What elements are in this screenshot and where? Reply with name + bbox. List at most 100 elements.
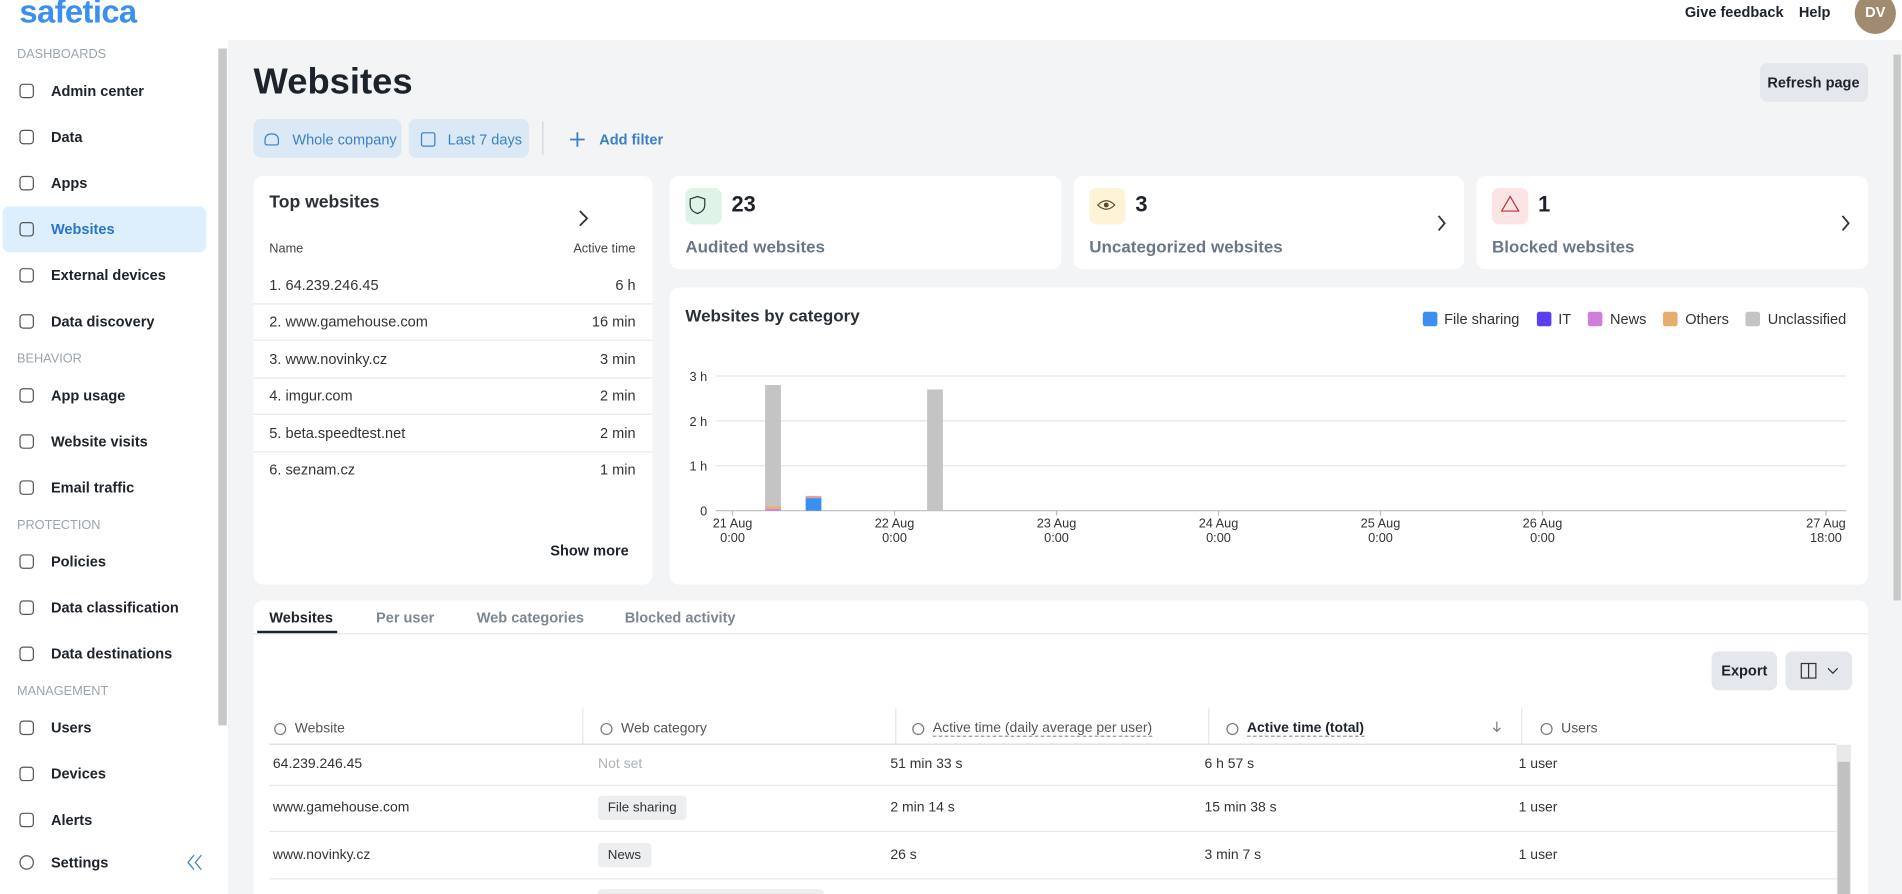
column-divider <box>895 708 897 744</box>
column-header[interactable]: Active time (total) <box>1246 721 1365 737</box>
cell: 6 h 57 s <box>1204 756 1255 772</box>
nav-item[interactable]: Devices <box>50 765 106 783</box>
nav-item[interactable]: Alerts <box>50 811 93 829</box>
cell[interactable]: 64.239.246.45 <box>272 756 363 772</box>
legend-item[interactable]: IT <box>1536 311 1571 328</box>
columns-button[interactable] <box>1785 651 1853 691</box>
stat-label[interactable]: Blocked websites <box>1491 236 1635 256</box>
nav-icon <box>19 646 34 662</box>
tab[interactable]: Blocked activity <box>624 608 736 626</box>
tab[interactable]: Per user <box>376 608 435 626</box>
row-name[interactable]: 4. imgur.com <box>269 387 353 405</box>
warning-icon <box>1500 195 1520 212</box>
stat-label[interactable]: Audited websites <box>685 236 826 256</box>
nav-item[interactable]: Admin center <box>50 82 144 100</box>
x-tick-label: 26 Aug <box>1523 516 1563 531</box>
nav-icon <box>19 268 34 283</box>
tab[interactable]: Websites <box>269 608 333 626</box>
export-label[interactable]: Export <box>1721 662 1768 680</box>
nav-item[interactable]: Email traffic <box>50 479 135 497</box>
cell: 1 user <box>1518 800 1558 816</box>
refresh-label[interactable]: Refresh page <box>1767 73 1860 91</box>
row-time: 2 min <box>600 424 636 442</box>
stat-label[interactable]: Uncategorized websites <box>1089 236 1283 256</box>
avatar-initials[interactable]: DV <box>1865 3 1886 21</box>
nav-item[interactable]: Users <box>50 719 92 737</box>
cell: 2 min 14 s <box>890 800 955 816</box>
shield-icon <box>689 195 706 215</box>
row-name[interactable]: 3. www.novinky.cz <box>269 350 388 368</box>
column-header: Active time <box>573 241 636 256</box>
sort-arrow[interactable] <box>1492 721 1501 733</box>
legend-item[interactable]: Others <box>1663 311 1729 328</box>
collapse-icon[interactable] <box>187 854 202 871</box>
nav-item[interactable]: Data destinations <box>50 645 173 663</box>
column-header[interactable]: Website <box>294 721 345 737</box>
nav-icon <box>19 175 34 191</box>
legend-item[interactable]: Unclassified <box>1745 311 1846 328</box>
nav-item[interactable]: Data <box>50 128 83 146</box>
stat-value: 23 <box>731 192 756 217</box>
cell[interactable]: www.gamehouse.com <box>272 800 410 816</box>
export-button[interactable] <box>1711 651 1778 691</box>
cell[interactable]: www.novinky.cz <box>272 847 371 863</box>
nav-icon <box>19 314 34 329</box>
tab[interactable]: Web categories <box>476 608 585 626</box>
stat-card[interactable] <box>669 175 1062 270</box>
nav-item[interactable]: Data discovery <box>50 312 155 330</box>
nav-item[interactable]: Policies <box>50 553 106 571</box>
row-name[interactable]: 5. beta.speedtest.net <box>269 424 406 442</box>
row-name[interactable]: 2. www.gamehouse.com <box>269 313 428 331</box>
filter-label[interactable]: Whole company <box>292 131 397 148</box>
nav-item[interactable]: Data classification <box>50 599 179 617</box>
column-header[interactable]: Web category <box>621 721 707 737</box>
nav-item[interactable]: App usage <box>50 386 126 404</box>
row-name[interactable]: 6. seznam.cz <box>269 460 356 478</box>
header-link[interactable]: Help <box>1798 3 1831 21</box>
category-tag[interactable]: News <box>598 843 651 868</box>
nav-item[interactable]: Websites <box>50 220 115 238</box>
page-title: Websites <box>253 61 413 102</box>
nav-active-bg <box>2 206 207 253</box>
row-separator <box>253 376 653 379</box>
stat-card[interactable] <box>1476 175 1869 270</box>
avatar[interactable] <box>1854 0 1896 34</box>
stat-card[interactable] <box>1073 175 1465 270</box>
column-icon <box>274 722 287 736</box>
filter-chip[interactable] <box>408 118 529 158</box>
eye-icon <box>1096 200 1116 210</box>
filter-label[interactable]: Last 7 days <box>447 131 523 148</box>
add-filter[interactable]: Add filter <box>599 131 664 148</box>
column-header[interactable]: Users <box>1561 721 1598 737</box>
header-link[interactable]: Give feedback <box>1684 3 1784 21</box>
divider <box>542 121 544 156</box>
show-more[interactable]: Show more <box>550 542 629 560</box>
refresh-button[interactable] <box>1760 63 1869 102</box>
stat-value: 1 <box>1538 192 1551 217</box>
nav-icon <box>19 83 34 99</box>
logo[interactable]: safetica <box>19 0 137 30</box>
row-name[interactable]: 1. 64.239.246.45 <box>269 276 379 294</box>
nav-item[interactable]: Website visits <box>50 433 148 451</box>
table-scroll-thumb <box>1837 761 1850 894</box>
nav-item[interactable]: Apps <box>50 174 88 192</box>
category-tag[interactable]: File sharing <box>598 795 687 820</box>
plus-icon <box>570 132 585 147</box>
section-title: BEHAVIOR <box>16 351 82 367</box>
settings-icon <box>19 855 34 870</box>
cell: 15 min 38 s <box>1204 800 1277 816</box>
legend-label: News <box>1609 310 1647 328</box>
tab-underline <box>257 630 338 634</box>
chart-card <box>669 287 1869 585</box>
legend-item[interactable]: File sharing <box>1422 311 1519 328</box>
legend-item[interactable]: News <box>1588 311 1646 328</box>
nav-icon <box>19 766 34 782</box>
nav-icon <box>19 434 34 449</box>
bar-segment <box>765 385 781 507</box>
row-separator <box>253 340 653 342</box>
category-tag-partial <box>598 889 824 894</box>
column-header[interactable]: Active time (daily average per user) <box>932 721 1153 737</box>
nav-item[interactable]: External devices <box>50 266 166 284</box>
nav-item[interactable]: Settings <box>50 853 109 871</box>
